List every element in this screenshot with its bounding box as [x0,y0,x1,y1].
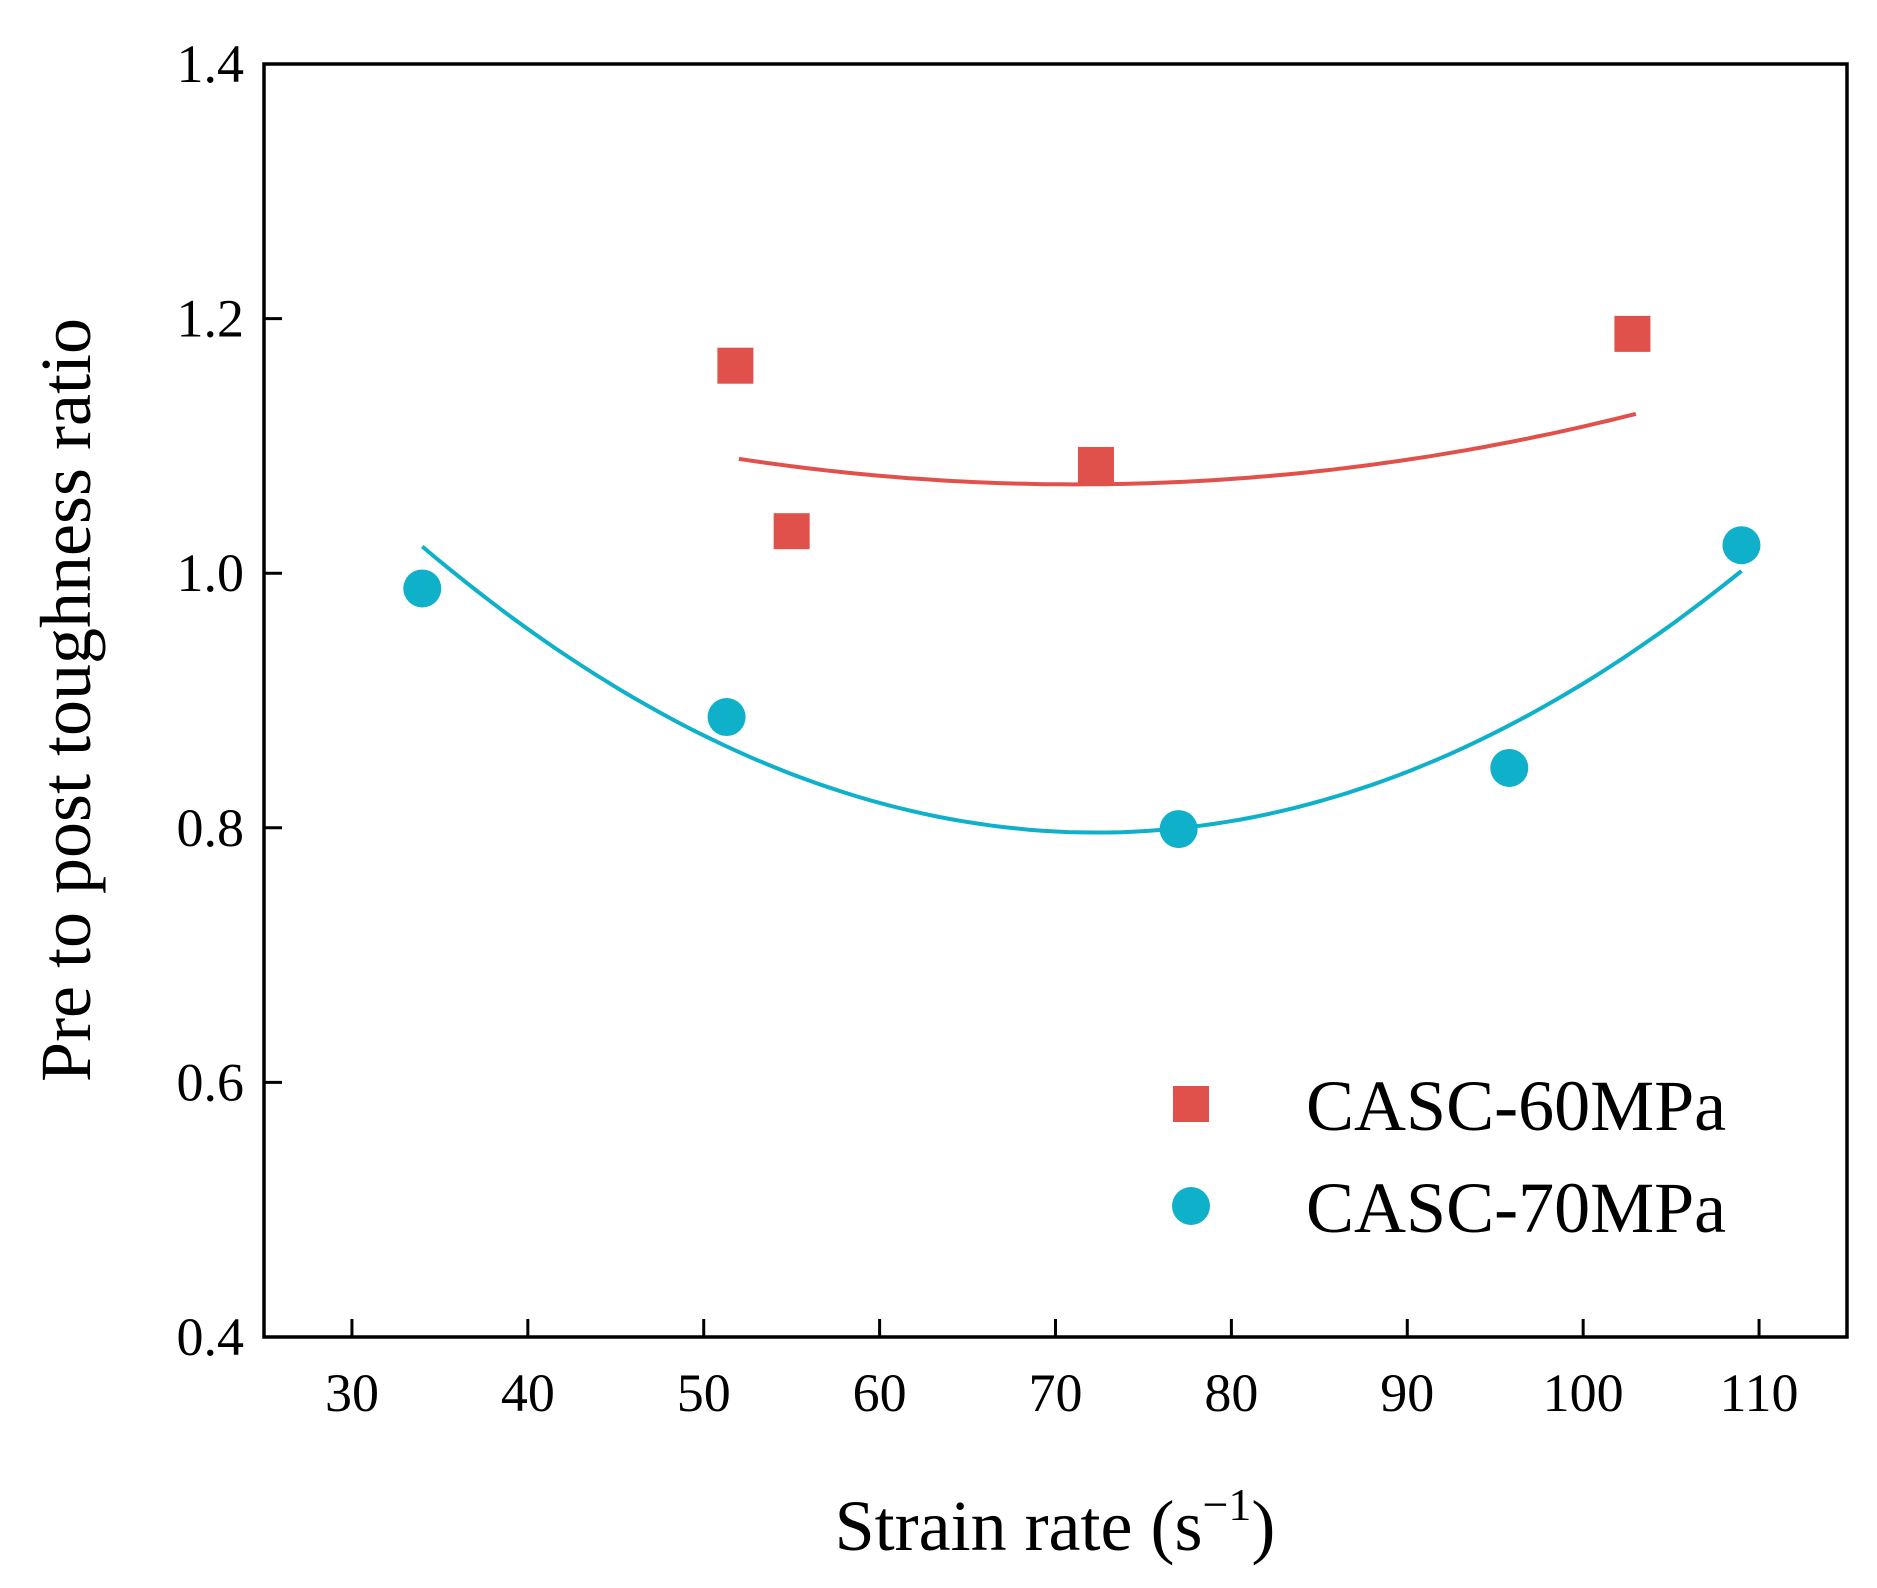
x-tick-label: 50 [677,1363,731,1423]
fit-curve-series-0 [738,411,1637,487]
data-point-square [773,513,810,550]
x-tick-label: 60 [853,1363,907,1423]
plot-frame [262,62,1849,1339]
x-axis-title-main: Strain rate (s [835,1486,1203,1566]
fit-curve-series-1 [421,544,1743,835]
data-point-circle [1490,748,1529,787]
data-point-circle [707,698,746,737]
data-markers [403,315,1761,849]
y-tick-label: 1.0 [177,543,245,603]
legend-marker-casc-60 [1173,1086,1209,1122]
y-tick-label: 0.6 [177,1052,245,1112]
data-point-square [1077,446,1114,483]
data-point-square [1614,315,1651,352]
y-tick-label: 1.4 [177,34,245,94]
x-tick-label: 80 [1204,1363,1258,1423]
x-tick-label: 90 [1380,1363,1434,1423]
x-axis-title-superscript: −1 [1202,1479,1251,1530]
x-axis-title: Strain rate (s−1) [835,1479,1276,1566]
y-tick-label: 0.8 [177,798,245,858]
x-tick-label: 110 [1720,1363,1799,1423]
data-point-circle [403,569,442,608]
x-axis-ticks: 30 40 50 60 70 80 90 100 110 [325,1319,1799,1423]
legend-marker-casc-70 [1172,1187,1210,1225]
x-tick-label: 30 [325,1363,379,1423]
x-tick-label: 70 [1029,1363,1083,1423]
x-tick-label: 100 [1543,1363,1624,1423]
data-point-square [717,347,754,384]
x-axis-title-close: ) [1251,1486,1275,1566]
data-point-circle [1159,810,1198,849]
y-axis-ticks: 0.4 0.6 0.8 1.0 1.2 1.4 [177,34,282,1367]
legend-label-casc-70: CASC-70MPa [1306,1168,1726,1248]
legend: CASC-60MPa CASC-70MPa [1172,1066,1726,1248]
y-tick-label: 0.4 [177,1307,245,1367]
y-axis-title: Pre to post toughness ratio [26,318,106,1082]
y-tick-label: 1.2 [177,289,245,349]
data-point-circle [1722,526,1761,565]
legend-label-casc-60: CASC-60MPa [1306,1066,1726,1146]
x-tick-label: 40 [501,1363,555,1423]
fit-curves [421,411,1743,835]
